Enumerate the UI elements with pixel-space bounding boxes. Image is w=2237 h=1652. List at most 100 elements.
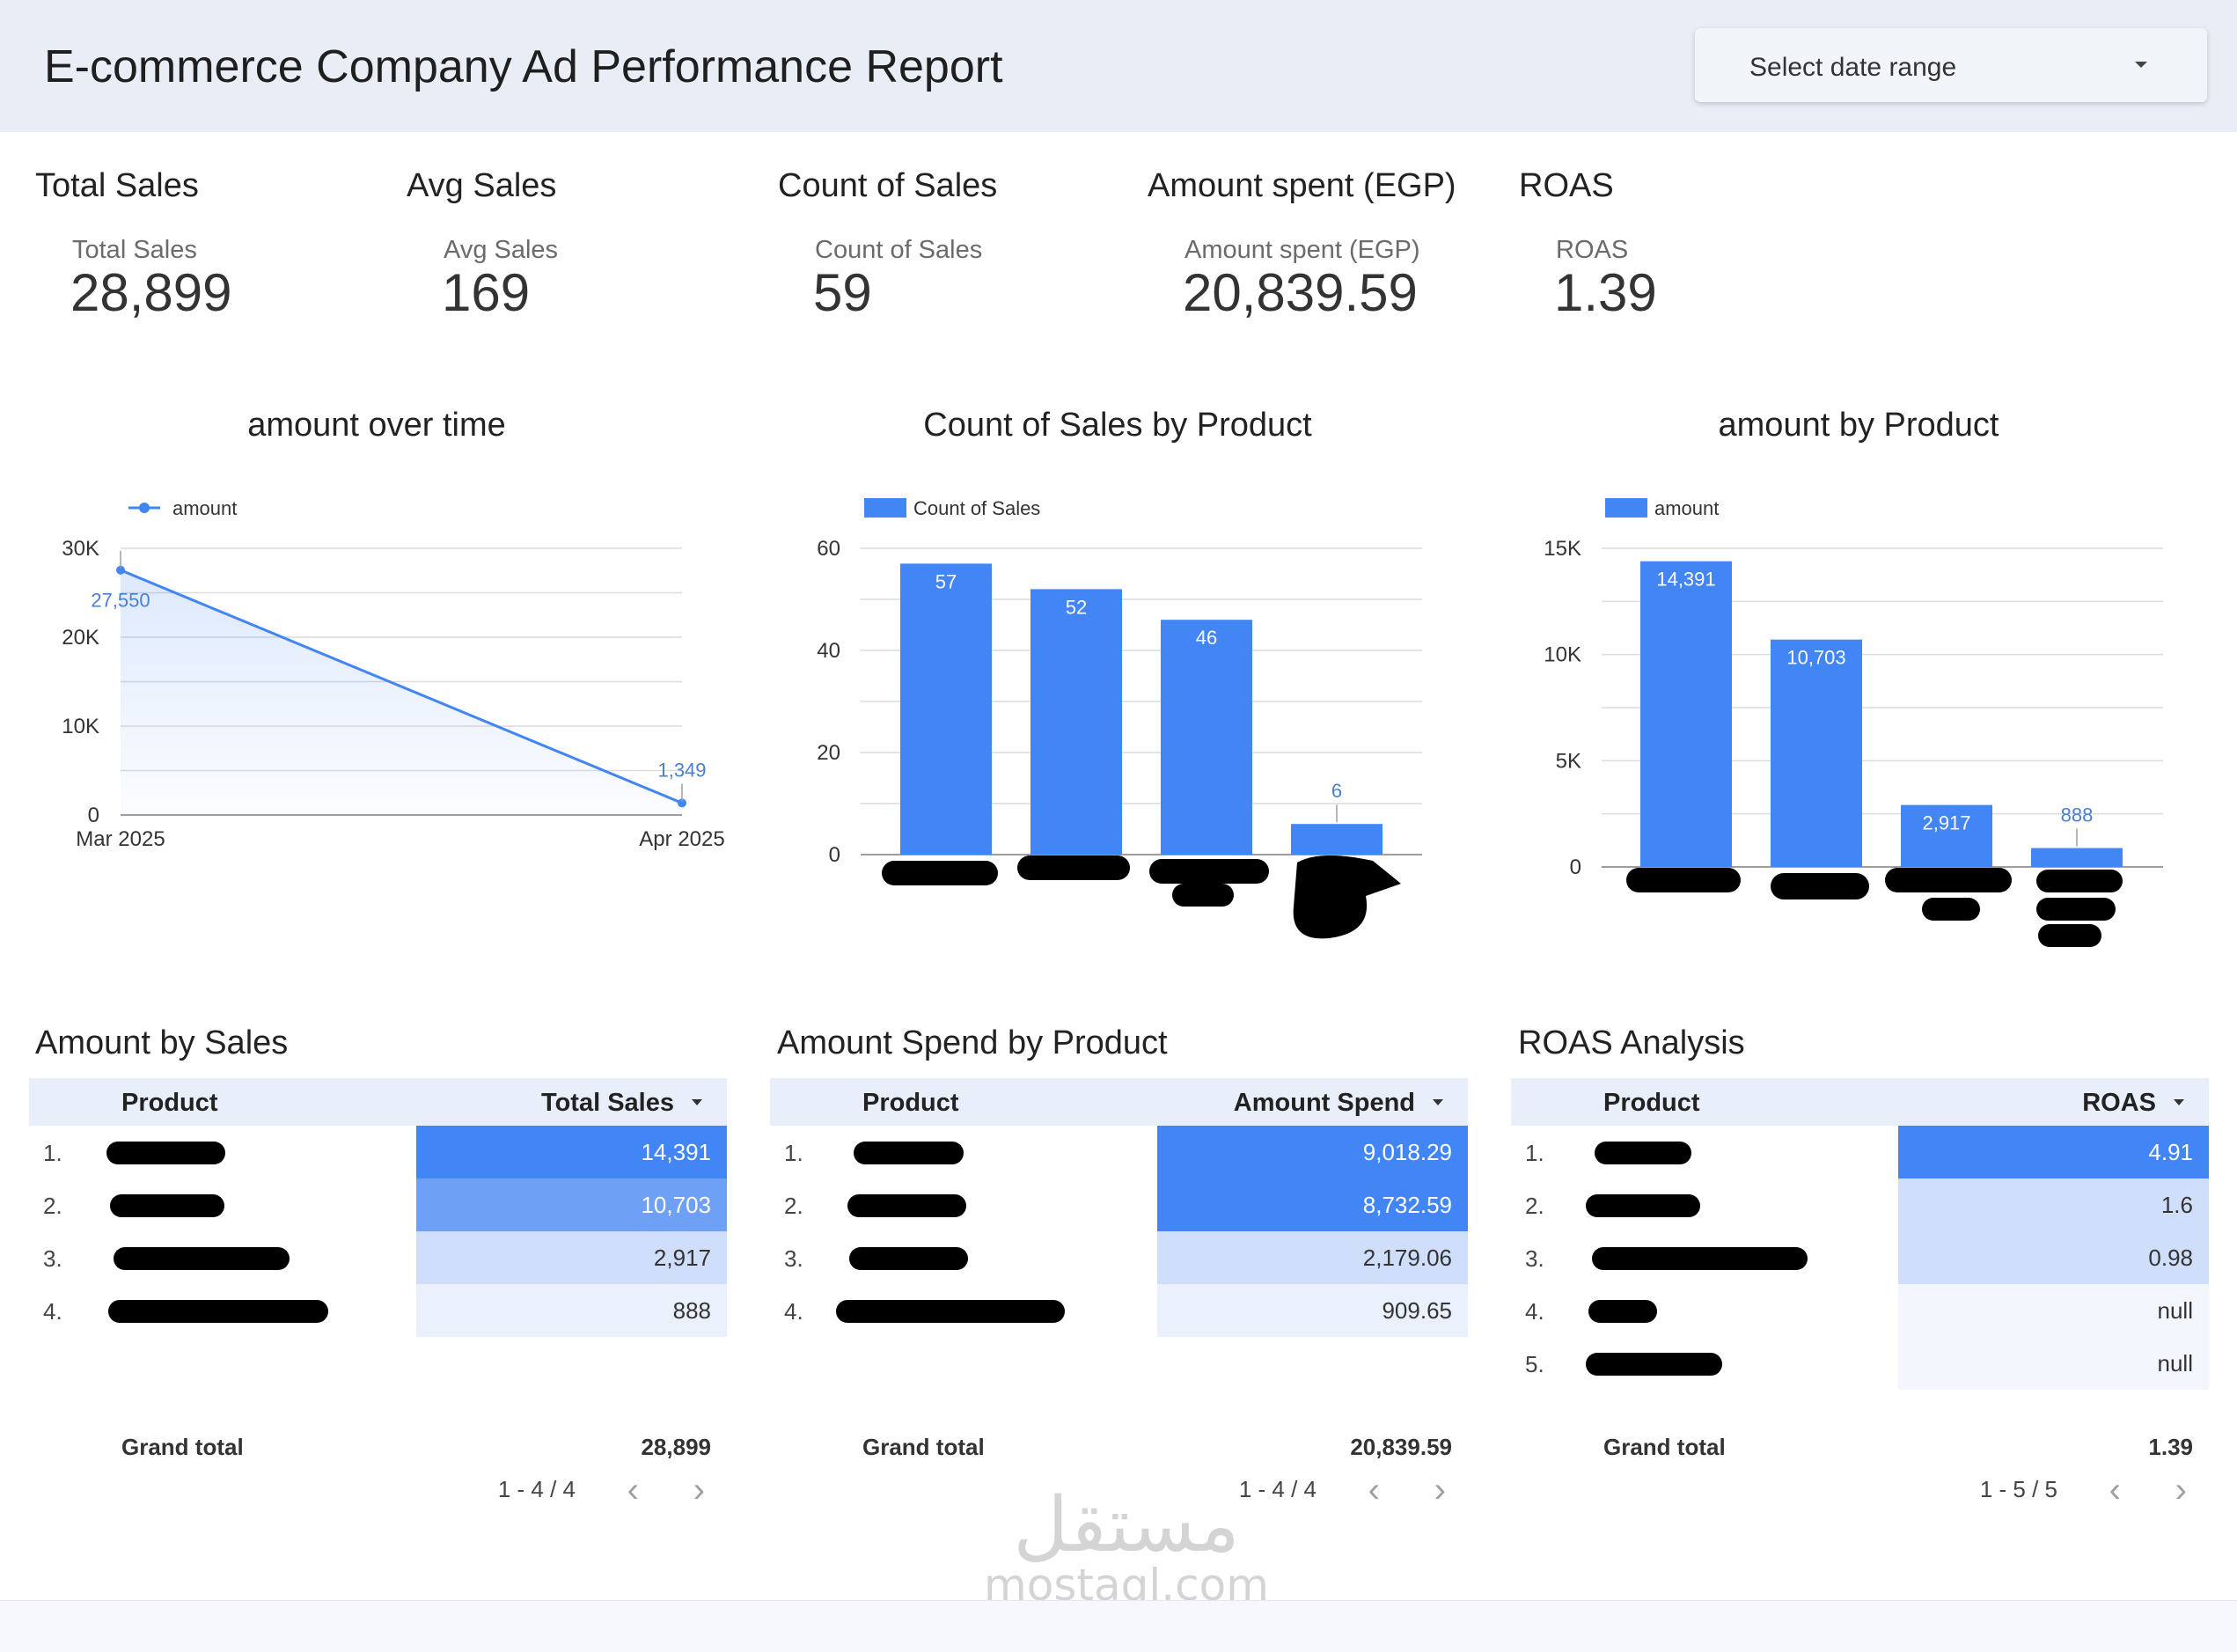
grand-total-row: Grand total 20,839.59 [770, 1416, 1468, 1469]
column-header-total-sales[interactable]: Total Sales [541, 1089, 674, 1117]
row-index: 3. [43, 1245, 62, 1272]
row-index: 4. [43, 1298, 62, 1325]
y-tick-label: 30K [62, 537, 99, 561]
bar [1901, 804, 1992, 867]
chevron-left-icon[interactable]: ‹ [1368, 1471, 1380, 1509]
redaction-mark [108, 1300, 328, 1323]
redaction-mark [1149, 859, 1269, 884]
table-row[interactable]: 4. null [1511, 1284, 2209, 1337]
grand-total-row: Grand total 1.39 [1511, 1416, 2209, 1469]
table-row[interactable]: 2. 10,703 [29, 1178, 727, 1231]
table-row[interactable]: 2. 8,732.59 [770, 1178, 1468, 1231]
y-tick-label: 10K [1544, 643, 1581, 667]
pagination-count: 1 - 4 / 4 [1238, 1476, 1317, 1502]
metric-cell: 8,732.59 [1157, 1178, 1468, 1231]
grand-total-label: Grand total [862, 1434, 985, 1460]
sort-desc-icon[interactable] [1433, 1099, 1443, 1105]
table-row[interactable]: 3. 2,179.06 [770, 1231, 1468, 1284]
metric-cell: 888 [416, 1284, 727, 1337]
sort-desc-icon[interactable] [692, 1099, 702, 1105]
table-row[interactable]: 1. 14,391 [29, 1126, 727, 1178]
chevron-left-icon[interactable]: ‹ [627, 1471, 639, 1509]
y-tick-label: 60 [817, 537, 840, 561]
metric-cell: null [1898, 1337, 2209, 1390]
table-row[interactable]: 1. 9,018.29 [770, 1126, 1468, 1178]
kpi-label: Avg Sales [444, 236, 559, 264]
kpi-label: Total Sales [72, 236, 197, 264]
grand-total-value: 28,899 [641, 1434, 711, 1460]
pagination-count: 1 - 5 / 5 [1979, 1476, 2057, 1502]
row-index: 2. [784, 1193, 803, 1219]
redaction-mark [1586, 1353, 1722, 1376]
grand-total-label: Grand total [121, 1434, 244, 1460]
table-row[interactable]: 2. 1.6 [1511, 1178, 2209, 1231]
data-point [678, 798, 686, 808]
series-area [121, 569, 682, 815]
chevron-right-icon[interactable]: › [2175, 1471, 2187, 1509]
pagination: 1 - 4 / 4 ‹ › [770, 1469, 1468, 1513]
column-header-amount-spend[interactable]: Amount Spend [1233, 1089, 1415, 1117]
y-tick-label: 0 [829, 843, 840, 867]
redaction-mark [1771, 873, 1869, 899]
row-index: 3. [1525, 1245, 1544, 1272]
sort-desc-icon[interactable] [2174, 1099, 2184, 1105]
data-point [116, 565, 125, 575]
metric-cell: null [1898, 1284, 2209, 1337]
x-tick-label: Apr 2025 [639, 827, 724, 851]
kpi-label: ROAS [1556, 236, 1629, 264]
table-amount-spend-by-product: Product Amount Spend 1. 9,018.29 2. 8,73… [770, 1078, 1468, 1513]
table-row[interactable]: 3. 0.98 [1511, 1231, 2209, 1284]
row-index: 3. [784, 1245, 803, 1272]
kpi-count-of-sales: Count of Sales Count of Sales 59 [778, 167, 997, 322]
kpi-title: ROAS [1519, 167, 1614, 204]
metric-cell: 10,703 [416, 1178, 727, 1231]
redaction-mark [836, 1300, 1065, 1323]
y-tick-label: 5K [1556, 749, 1581, 773]
pagination-count: 1 - 4 / 4 [497, 1476, 576, 1502]
table-row[interactable]: 1. 4.91 [1511, 1126, 2209, 1178]
metric-cell: 4.91 [1898, 1126, 2209, 1178]
data-label: 6 [1331, 780, 1342, 802]
row-index: 1. [784, 1140, 803, 1166]
redaction-mark [106, 1142, 225, 1164]
date-range-select[interactable]: Select date range [1695, 28, 2207, 102]
bar-chart-count-of-sales-by-product: Count of Sales by Product Count of Sales… [817, 407, 1422, 867]
watermark-latin: mostaql.com [984, 1560, 1269, 1611]
chevron-right-icon[interactable]: › [693, 1471, 705, 1509]
data-label: 46 [1196, 627, 1217, 649]
y-tick-label: 10K [62, 715, 99, 738]
grand-total-value: 1.39 [2148, 1434, 2193, 1460]
redaction-mark [2036, 870, 2123, 892]
series-line [120, 569, 683, 804]
chevron-left-icon[interactable]: ‹ [2109, 1471, 2121, 1509]
redaction-mark [110, 1194, 224, 1217]
column-header-product[interactable]: Product [121, 1089, 218, 1117]
kpi-label: Count of Sales [815, 236, 983, 264]
kpi-title: Total Sales [35, 167, 199, 204]
kpi-total-sales: Total Sales Total Sales 28,899 [35, 167, 232, 322]
redaction-mark [1595, 1142, 1691, 1164]
kpi-value: 20,839.59 [1183, 263, 1418, 322]
legend-label: amount [1654, 497, 1719, 519]
chevron-right-icon[interactable]: › [1434, 1471, 1446, 1509]
data-label: 57 [935, 570, 957, 592]
column-header-roas[interactable]: ROAS [2082, 1089, 2156, 1117]
table-row[interactable]: 5. null [1511, 1337, 2209, 1390]
kpi-value: 59 [813, 263, 872, 322]
chart-title: Count of Sales by Product [923, 407, 1312, 444]
table-row[interactable]: 4. 888 [29, 1284, 727, 1337]
table-row[interactable]: 4. 909.65 [770, 1284, 1468, 1337]
column-header-product[interactable]: Product [862, 1089, 959, 1117]
redaction-mark [1293, 855, 1401, 939]
kpi-value: 28,899 [70, 263, 232, 322]
column-header-product[interactable]: Product [1603, 1089, 1700, 1117]
watermark-arabic: مستقل [1013, 1481, 1240, 1569]
bar [1771, 639, 1862, 867]
page-title: E-commerce Company Ad Performance Report [44, 41, 1003, 92]
redaction-mark [2038, 924, 2101, 947]
data-label: 2,917 [1922, 812, 1970, 834]
table-title: Amount by Sales [35, 1024, 289, 1061]
date-range-label: Select date range [1749, 53, 1957, 82]
redaction-mark [114, 1247, 290, 1270]
table-row[interactable]: 3. 2,917 [29, 1231, 727, 1284]
